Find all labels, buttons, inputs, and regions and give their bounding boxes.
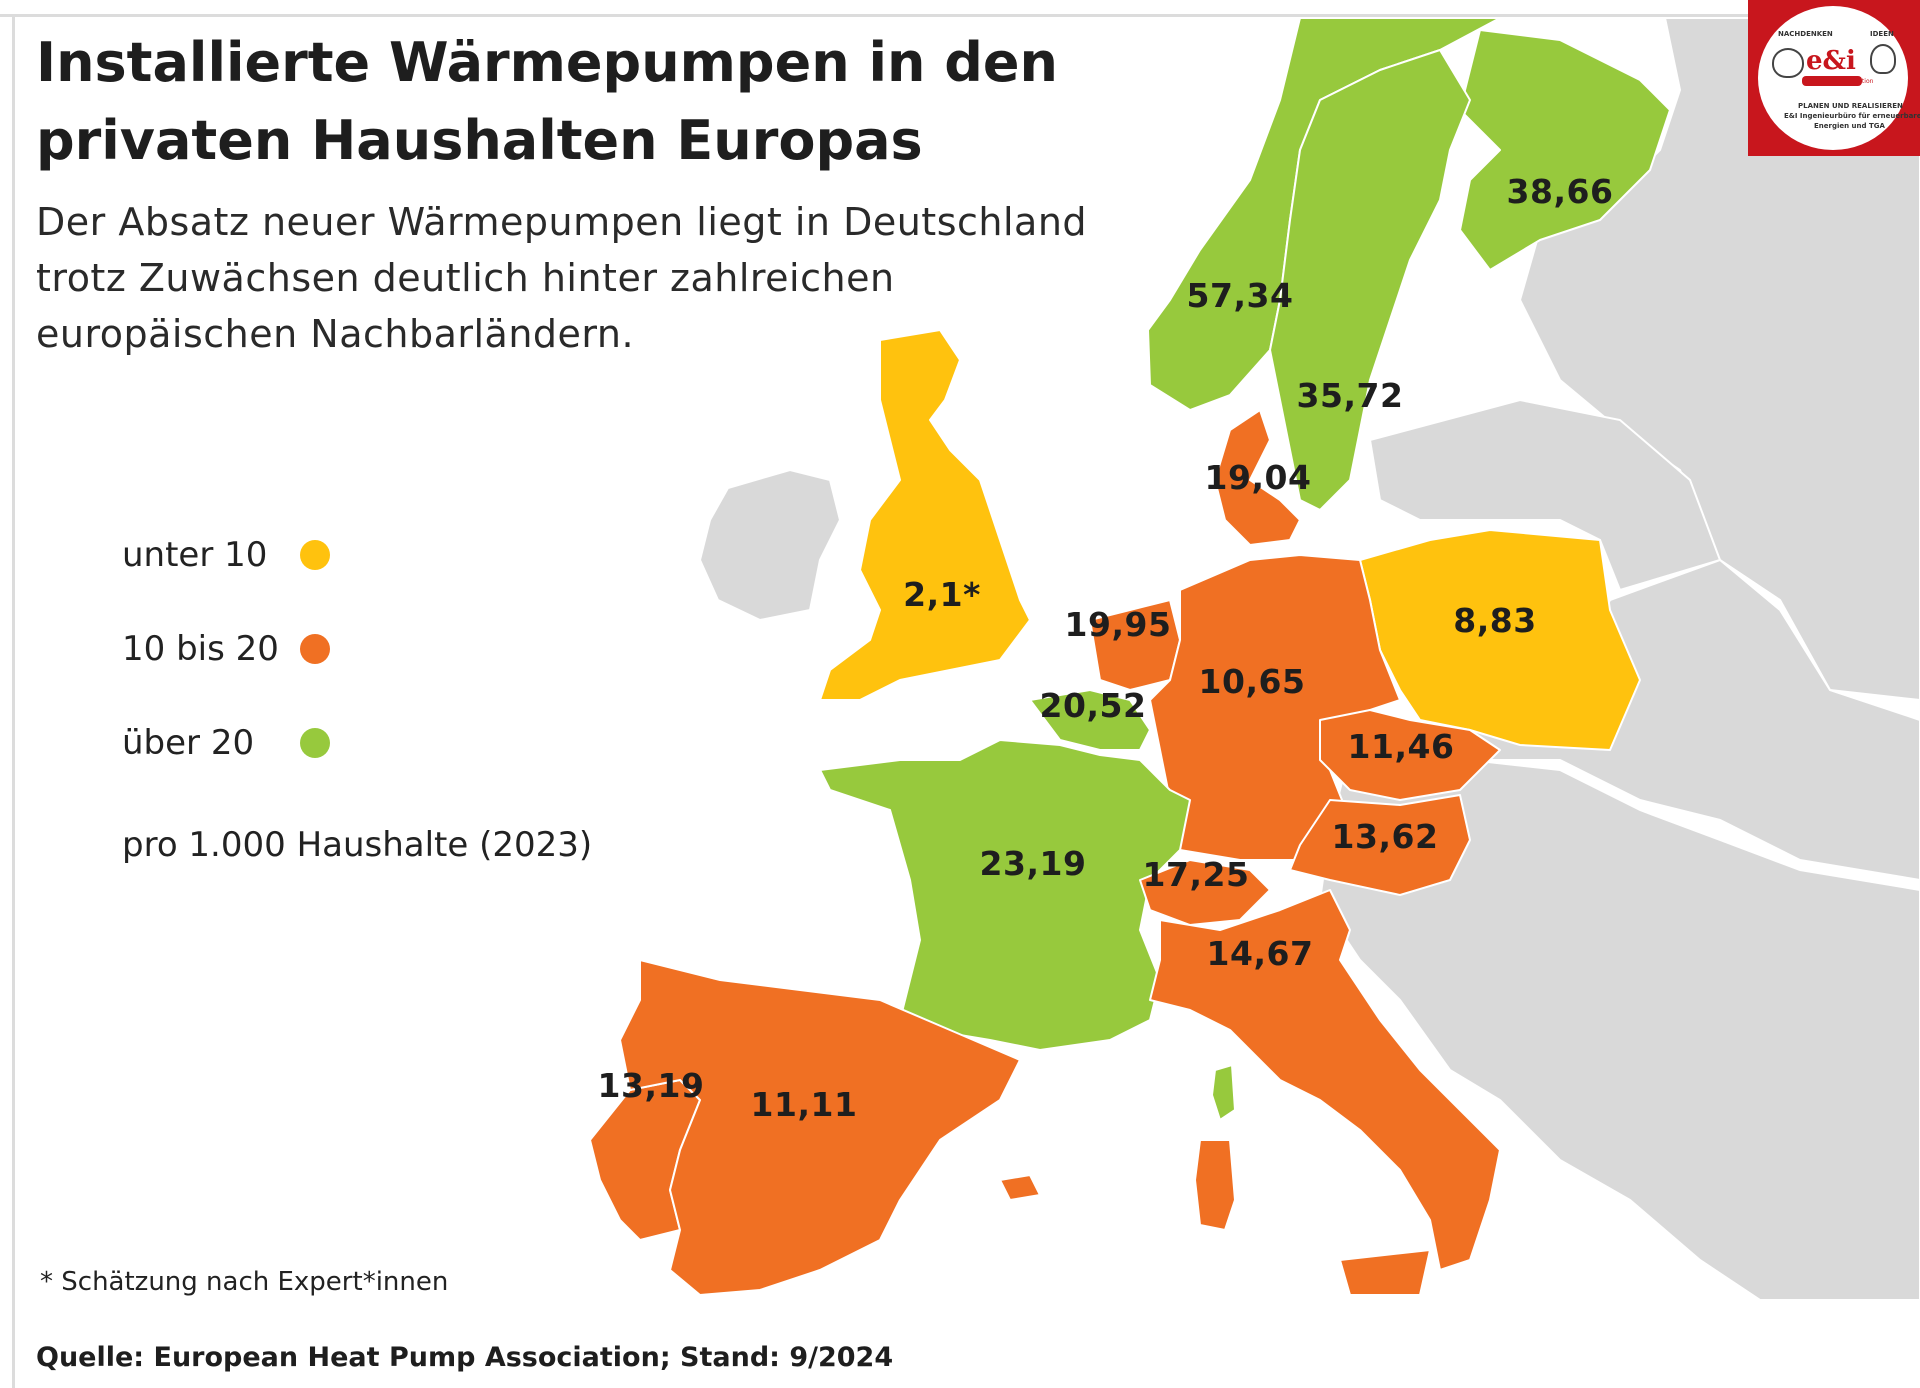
- southeast-europe-shape: [1318, 748, 1920, 1301]
- country-sicily: [1339, 1249, 1431, 1296]
- logo-line2: E&I Ingenieurbüro für erneuerbare: [1784, 112, 1920, 120]
- country-belgium: [1029, 689, 1151, 751]
- legend-dot-yellow: [300, 540, 330, 570]
- value-label-vereinigtes-königreich: 2,1*: [903, 575, 981, 614]
- country-austria: [1289, 794, 1471, 896]
- legend-dot-orange: [300, 634, 330, 664]
- country-corsica: [1211, 1064, 1236, 1121]
- country-italy: [1149, 889, 1501, 1271]
- company-logo: NACHDENKEN IDEEN e&i energy + innovation…: [1748, 0, 1920, 156]
- country-sweden: [1269, 49, 1471, 511]
- legend-label: unter 10: [122, 535, 268, 575]
- map-title: Installierte Wärmepumpen in den privaten…: [36, 31, 1058, 172]
- value-label-polen: 8,83: [1453, 601, 1536, 640]
- top-rule: [0, 14, 1748, 17]
- country-balearics: [999, 1174, 1041, 1201]
- logo-brand: e&i: [1806, 46, 1856, 76]
- footnote: * Schätzung nach Expert*innen: [40, 1267, 449, 1297]
- legend-dot-green: [300, 728, 330, 758]
- ireland-shape: [698, 468, 842, 622]
- map-subtitle: Der Absatz neuer Wärmepumpen liegt in De…: [36, 200, 1088, 356]
- background-countries: [698, 17, 1920, 1301]
- country-uk: [819, 329, 1031, 701]
- legend-unit: pro 1.000 Haushalte (2023): [122, 825, 593, 865]
- logo-line3: Energien und TGA: [1814, 122, 1885, 130]
- country-spain: [619, 959, 1021, 1296]
- country-denmark: [1214, 409, 1301, 546]
- legend-label: über 20: [122, 723, 255, 763]
- value-label-tschechien: 11,46: [1348, 727, 1455, 766]
- value-label-finnland: 38,66: [1507, 172, 1614, 211]
- legend-item-10to20: 10 bis 20: [122, 624, 330, 674]
- value-labels: 38,66 57,34 35,72 19,04 2,1* 8,83 19,95 10,65 20…: [598, 172, 1614, 1124]
- left-rule: [12, 14, 15, 1388]
- lightbulb-icon: [1870, 44, 1896, 74]
- country-switzerland: [1139, 859, 1271, 926]
- value-label-belgien: 20,52: [1040, 686, 1147, 725]
- value-label-niederlande: 19,95: [1065, 605, 1172, 644]
- value-label-spanien: 11,11: [751, 1085, 858, 1124]
- logo-line1: PLANEN UND REALISIEREN: [1798, 102, 1903, 110]
- logo-badge: NACHDENKEN IDEEN e&i energy + innovation…: [1758, 6, 1920, 150]
- logo-top-right: IDEEN: [1870, 30, 1894, 38]
- country-sardinia: [1194, 1139, 1236, 1231]
- value-label-frankreich: 23,19: [980, 844, 1087, 883]
- value-label-schweiz: 17,25: [1143, 855, 1250, 894]
- legend-item-under10: unter 10: [122, 530, 330, 580]
- value-label-schweden: 35,72: [1297, 376, 1404, 415]
- country-finland: [1459, 29, 1671, 271]
- value-label-italien: 14,67: [1207, 934, 1314, 973]
- country-czechia: [1319, 709, 1501, 801]
- value-label-portugal: 13,19: [598, 1066, 705, 1105]
- legend-item-over20: über 20: [122, 718, 330, 768]
- country-france: [819, 739, 1191, 1051]
- source-line: Quelle: European Heat Pump Association; …: [36, 1342, 894, 1373]
- plug-icon: [1802, 76, 1862, 86]
- value-label-norwegen: 57,34: [1187, 276, 1294, 315]
- choropleth-countries: [589, 17, 1671, 1296]
- value-label-dänemark: 19,04: [1205, 458, 1312, 497]
- logo-top-left: NACHDENKEN: [1778, 30, 1833, 38]
- value-label-österreich: 13,62: [1332, 817, 1439, 856]
- value-label-deutschland: 10,65: [1199, 662, 1306, 701]
- brain-icon: [1772, 48, 1804, 78]
- legend-label: 10 bis 20: [122, 629, 279, 669]
